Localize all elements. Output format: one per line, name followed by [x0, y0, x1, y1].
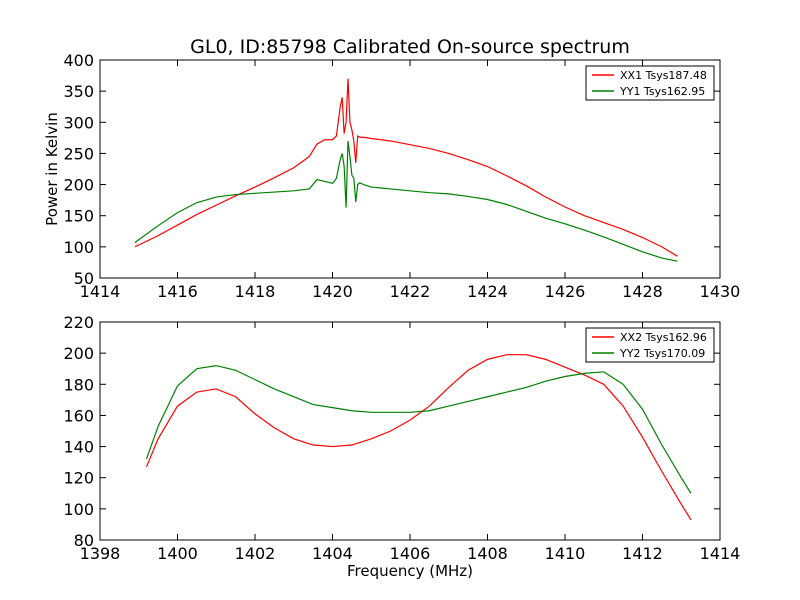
x-tick-label: 1418	[235, 282, 276, 301]
y-tick-label: 250	[63, 144, 94, 163]
bottom-panel: 1398 1400 1402 1404 1406 1408 1410 1412 1414 80 10…	[63, 313, 740, 580]
x-tick-label: 1412	[622, 544, 663, 563]
y-tick-label: 80	[74, 531, 94, 550]
x-tick-label: 1416	[157, 282, 198, 301]
legend: XX2 Tsys162.96 YY2 Tsys170.09	[585, 327, 715, 363]
legend: XX1 Tsys187.48 YY1 Tsys162.95	[585, 65, 715, 101]
x-tick-label: 1430	[700, 282, 741, 301]
y-tick-label: 100	[63, 500, 94, 519]
y-tick-label: 160	[63, 406, 94, 425]
y-tick-label: 350	[63, 82, 94, 101]
series-line-1	[145, 354, 692, 521]
x-tick-label: 1424	[467, 282, 508, 301]
figure-title: GL0, ID:85798 Calibrated On-source spect…	[190, 36, 630, 58]
top-panel: 1414 1416 1418 1420 1422 1424 1426 1428 1430 50 10…	[43, 51, 740, 301]
y-tick-label: 100	[63, 238, 94, 257]
x-tick-label: 1400	[157, 544, 198, 563]
x-tick-label: 1428	[622, 282, 663, 301]
y-tick-label: 140	[63, 438, 94, 457]
y-tick-label: 300	[63, 113, 94, 132]
y-tick-label: 200	[63, 344, 94, 363]
x-tick-label: 1404	[312, 544, 353, 563]
x-tick-label: 1402	[235, 544, 276, 563]
y-tick-label: 200	[63, 176, 94, 195]
x-tick-label: 1414	[700, 544, 741, 563]
y-axis-label: Power in Kelvin	[43, 112, 61, 226]
legend-label-2: YY1 Tsys162.95	[619, 85, 705, 98]
x-tick-label: 1408	[467, 544, 508, 563]
x-axis-label: Frequency (MHz)	[347, 562, 473, 580]
legend-label-2: YY2 Tsys170.09	[619, 347, 705, 360]
legend-box	[585, 65, 715, 101]
x-tick-label: 1410	[545, 544, 586, 563]
series-line-2	[145, 364, 692, 494]
y-tick-label: 220	[63, 313, 94, 332]
y-tick-label: 50	[74, 269, 94, 288]
x-tick-label: 1406	[390, 544, 431, 563]
series-line-1	[134, 78, 678, 257]
y-tick-label: 400	[63, 51, 94, 70]
series-line-2	[134, 140, 678, 262]
legend-label-1: XX1 Tsys187.48	[620, 69, 707, 82]
x-tick-label: 1422	[390, 282, 431, 301]
x-tick-label: 1414	[80, 282, 121, 301]
y-tick-label: 180	[63, 375, 94, 394]
y-tick-label: 120	[63, 469, 94, 488]
legend-box	[585, 327, 715, 363]
y-tick-label: 150	[63, 207, 94, 226]
x-tick-label: 1426	[545, 282, 586, 301]
x-tick-label: 1398	[80, 544, 121, 563]
legend-label-1: XX2 Tsys162.96	[620, 331, 707, 344]
x-tick-label: 1420	[312, 282, 353, 301]
